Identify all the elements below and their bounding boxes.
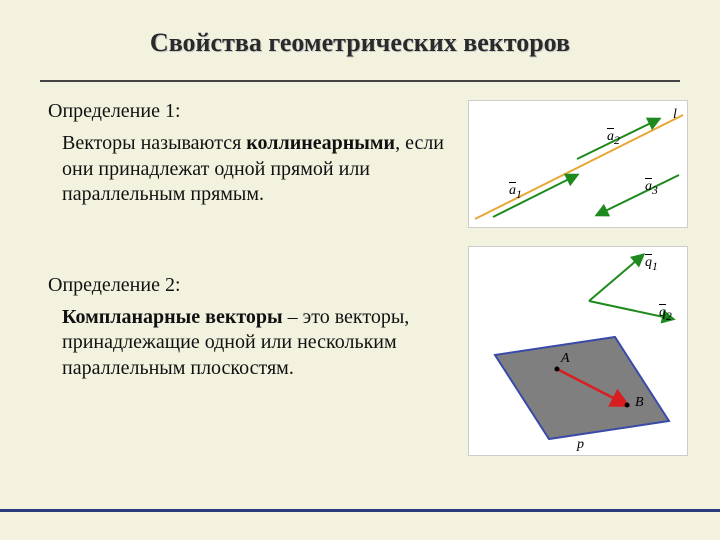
definition-2-body: Компланарные векторы – это векторы, прин…	[62, 305, 448, 382]
definition-1-label: Определение 1:	[48, 100, 448, 123]
figure-coplanar: q1 q2 A B p	[468, 246, 688, 456]
label-A: A	[561, 351, 570, 367]
horizontal-rule	[40, 80, 680, 82]
label-B: B	[635, 395, 644, 411]
definition-1: Определение 1: Векторы называются коллин…	[48, 100, 448, 208]
figure-coplanar-svg	[469, 247, 689, 457]
figure-collinear-svg	[469, 101, 689, 229]
label-l: l	[673, 107, 677, 123]
label-a3: a3	[645, 179, 658, 197]
label-a2: a2	[607, 129, 620, 147]
definition-2-label: Определение 2:	[48, 274, 448, 297]
text-content: Определение 1: Векторы называются коллин…	[48, 100, 448, 382]
label-q2: q2	[659, 305, 672, 323]
label-p: p	[577, 437, 584, 453]
definition-1-pre: Векторы называются	[62, 132, 246, 154]
label-q1: q1	[645, 255, 658, 273]
definition-1-body: Векторы называются коллинеарными, если о…	[62, 131, 448, 208]
page-title: Свойства геометрических векторов	[0, 0, 720, 58]
definition-2-bold: Компланарные векторы	[62, 306, 283, 328]
definition-1-bold: коллинеарными	[246, 132, 395, 154]
figure-collinear: l a1 a2 a3	[468, 100, 688, 228]
label-a1: a1	[509, 183, 522, 201]
footer-rule	[0, 509, 720, 512]
definition-2: Определение 2: Компланарные векторы – эт…	[48, 274, 448, 382]
